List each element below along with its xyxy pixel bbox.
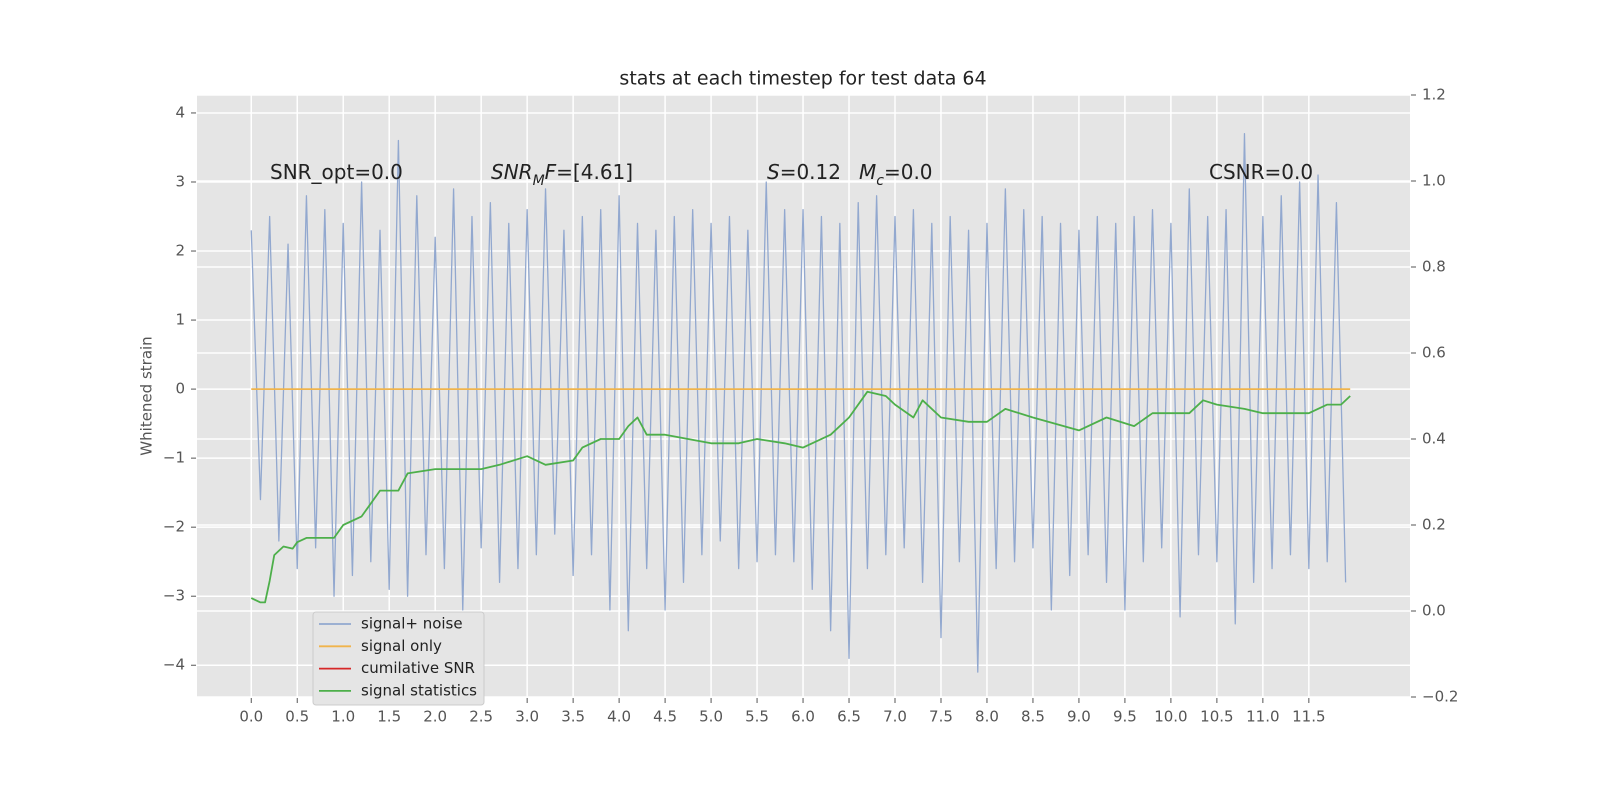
y-tick-label: −1 (163, 449, 185, 467)
y-tick-label: 0 (175, 380, 185, 398)
x-tick-label: 9.5 (1113, 708, 1137, 726)
annotation: Mc=0.0 (859, 160, 933, 190)
y-tick-label: −4 (163, 656, 185, 674)
x-tick-label: 7.5 (929, 708, 953, 726)
annotation-part: SNR (491, 160, 533, 184)
y2-tick-label: 0.4 (1422, 430, 1446, 448)
annotation-part: F (545, 160, 557, 184)
y2-tick-label: 1.0 (1422, 172, 1446, 190)
legend-label: signal only (361, 637, 442, 655)
annotation-part: M (533, 173, 545, 189)
annotation-part: SNR_opt=0.0 (270, 160, 403, 184)
y-axis-label: Whitened strain (138, 336, 156, 455)
x-tick-label: 8.5 (1021, 708, 1045, 726)
x-tick-label: 6.0 (791, 708, 815, 726)
y-tick-label: −3 (163, 587, 185, 605)
y-tick-label: 3 (175, 172, 185, 190)
series-line (250, 133, 1347, 673)
annotation-part: S (767, 160, 780, 184)
y-tick-label: 2 (175, 242, 185, 260)
x-tick-label: 9.0 (1067, 708, 1091, 726)
annotation-part: =0.12 (780, 160, 841, 184)
y2-tick-label: −0.2 (1422, 688, 1458, 706)
annotation-part: =0.0 (884, 160, 933, 184)
x-tick-label: 10.0 (1154, 708, 1187, 726)
legend-label: signal+ noise (361, 615, 463, 633)
y2-tick-label: 0.0 (1422, 602, 1446, 620)
x-tick-label: 11.5 (1292, 708, 1325, 726)
y2-tick-label: 1.2 (1422, 86, 1446, 104)
annotation-part: c (876, 173, 884, 189)
x-tick-label: 4.5 (653, 708, 677, 726)
x-tick-label: 5.5 (745, 708, 769, 726)
x-tick-label: 5.0 (699, 708, 723, 726)
x-tick-label: 4.0 (607, 708, 631, 726)
y-tick-label: 4 (175, 103, 185, 121)
annotation-part: =[4.61] (556, 160, 633, 184)
y-tick-label: 1 (175, 311, 185, 329)
x-tick-label: 3.5 (561, 708, 585, 726)
legend-box (312, 611, 485, 706)
legend-label: signal statistics (361, 681, 477, 699)
y2-tick-label: 0.6 (1422, 344, 1446, 362)
y-tick-label: −2 (163, 518, 185, 536)
x-tick-label: 1.0 (331, 708, 355, 726)
annotation: S=0.12 (767, 160, 841, 184)
y2-tick-label: 0.8 (1422, 258, 1446, 276)
x-tick-label: 11.0 (1246, 708, 1279, 726)
annotation: CSNR=0.0 (1209, 160, 1313, 184)
annotation-part: CSNR=0.0 (1209, 160, 1313, 184)
x-tick-label: 7.0 (883, 708, 907, 726)
x-tick-label: 10.5 (1200, 708, 1233, 726)
x-tick-label: 0.0 (239, 708, 263, 726)
annotation-part: M (859, 160, 876, 184)
series-line (250, 390, 1351, 604)
x-tick-label: 0.5 (285, 708, 309, 726)
y2-tick-label: 0.2 (1422, 516, 1446, 534)
x-tick-label: 8.0 (975, 708, 999, 726)
x-tick-label: 6.5 (837, 708, 861, 726)
annotation: SNR_opt=0.0 (270, 160, 403, 184)
annotation: SNRMF=[4.61] (491, 160, 633, 190)
x-tick-label: 2.0 (423, 708, 447, 726)
x-tick-label: 1.5 (377, 708, 401, 726)
legend-label: cumilative SNR (361, 659, 475, 677)
x-tick-label: 3.0 (515, 708, 539, 726)
x-tick-label: 2.5 (469, 708, 493, 726)
chart-title: stats at each timestep for test data 64 (619, 68, 986, 90)
